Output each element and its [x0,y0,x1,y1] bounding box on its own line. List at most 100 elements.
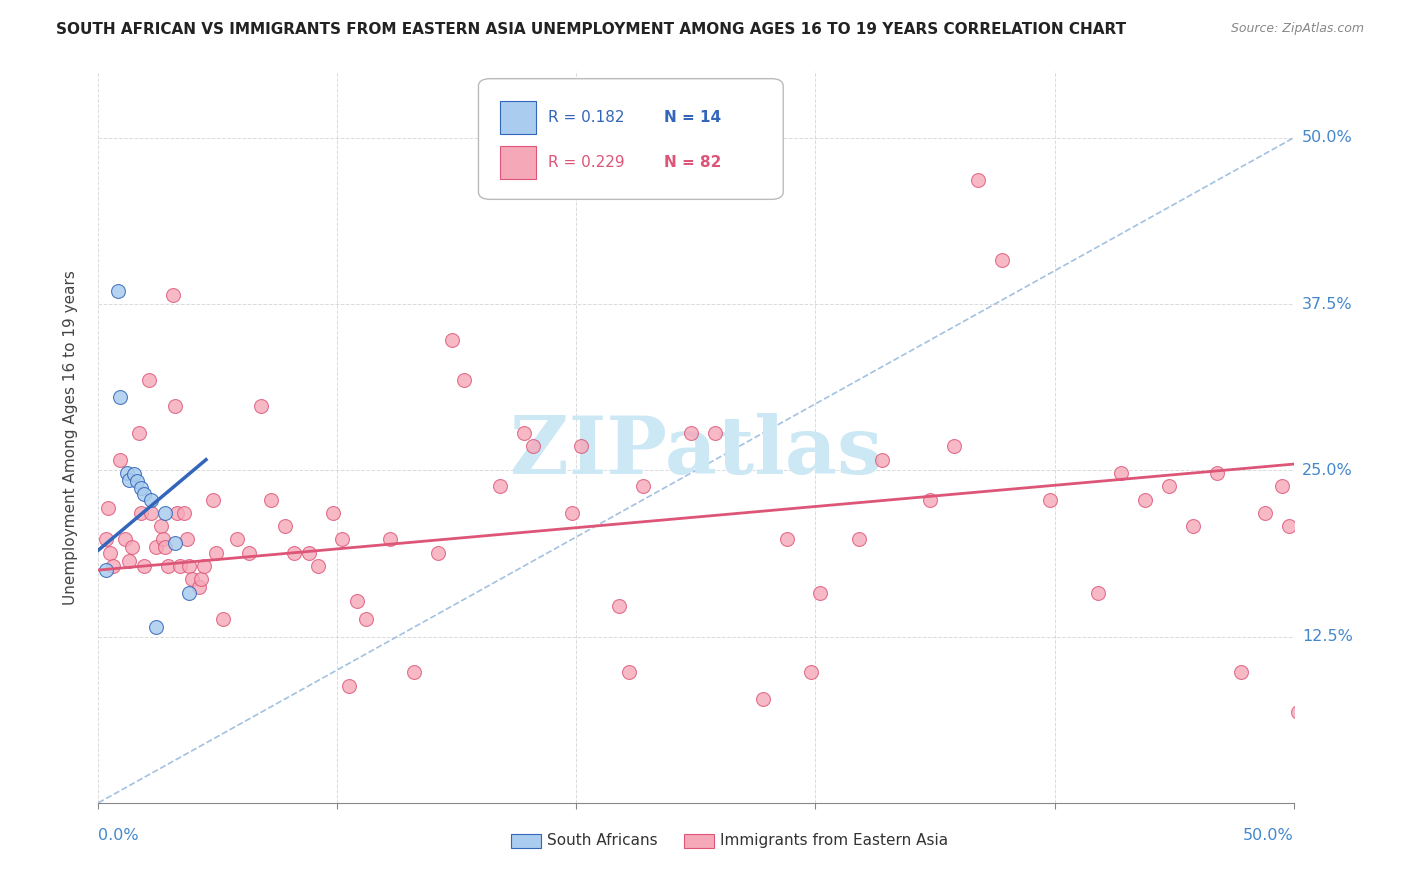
Point [108,390,131,404]
Text: South Africans: South Africans [547,833,657,848]
Point [163,536,186,550]
Point [125,474,148,488]
Point [94,563,117,577]
Point [114,533,136,547]
Point [94,533,117,547]
Point [250,400,273,414]
Text: 50.0%: 50.0% [1243,828,1294,843]
Point [1182,519,1205,533]
Point [489,479,512,493]
Point [115,466,138,480]
Text: Source: ZipAtlas.com: Source: ZipAtlas.com [1230,22,1364,36]
Bar [510,833,541,848]
Point [561,506,583,520]
Point [121,541,143,555]
Point [204,546,226,560]
Point [441,333,464,347]
Point [426,546,449,560]
Point [108,452,131,467]
Point [1230,665,1253,680]
Point [118,554,141,568]
Point [346,593,368,607]
Point [322,506,344,520]
Point [1271,479,1294,493]
Point [453,373,475,387]
Point [354,612,377,626]
Bar [501,101,536,134]
Point [132,487,155,501]
Text: 37.5%: 37.5% [1302,297,1353,311]
Point [617,665,640,680]
Point [402,665,425,680]
Point [139,506,162,520]
Text: Immigrants from Eastern Asia: Immigrants from Eastern Asia [720,833,948,848]
Point [872,452,894,467]
Point [166,506,188,520]
Point [162,287,184,301]
Text: N = 82: N = 82 [664,155,721,170]
Point [98,546,122,560]
Point [522,439,544,453]
Point [513,426,536,441]
Point [704,426,727,441]
Point [1159,479,1181,493]
Point [1039,492,1062,507]
Bar [685,833,714,848]
Text: 25.0%: 25.0% [1302,463,1353,478]
Point [107,284,129,298]
Text: N = 14: N = 14 [664,110,721,125]
Point [800,665,823,680]
Point [145,620,167,634]
Point [179,585,201,599]
Point [156,559,179,574]
Point [101,559,124,574]
Point [943,439,966,453]
Point [569,439,592,453]
Point [139,492,162,507]
Point [179,559,201,574]
Point [155,541,177,555]
Point [163,400,186,414]
FancyBboxPatch shape [478,78,783,200]
Point [131,506,153,520]
Point [132,559,155,574]
Bar [501,146,536,179]
Point [145,541,167,555]
Point [776,533,799,547]
Point [138,373,160,387]
Point [633,479,655,493]
Point [298,546,321,560]
Point [609,599,631,613]
Point [274,519,297,533]
Point [226,533,249,547]
Point [307,559,329,574]
Point [378,533,401,547]
Point [128,426,150,441]
Text: R = 0.182: R = 0.182 [548,110,624,125]
Point [1135,492,1157,507]
Point [920,492,942,507]
Y-axis label: Unemployment Among Ages 16 to 19 years: Unemployment Among Ages 16 to 19 years [63,269,77,605]
Text: R = 0.229: R = 0.229 [548,155,624,170]
Point [991,253,1014,268]
Point [180,573,202,587]
Point [202,492,225,507]
Point [118,473,141,487]
Point [752,692,775,706]
Point [339,679,361,693]
Point [187,580,209,594]
Point [176,533,198,547]
Point [97,500,120,515]
Text: 12.5%: 12.5% [1302,629,1353,644]
Point [152,533,174,547]
Point [238,546,260,560]
Point [131,481,153,495]
Point [967,173,990,187]
Point [330,533,353,547]
Point [124,467,146,482]
Text: ZIPatlas: ZIPatlas [510,413,882,491]
Point [1111,466,1133,480]
Point [211,612,233,626]
Point [1254,506,1277,520]
Point [149,519,172,533]
